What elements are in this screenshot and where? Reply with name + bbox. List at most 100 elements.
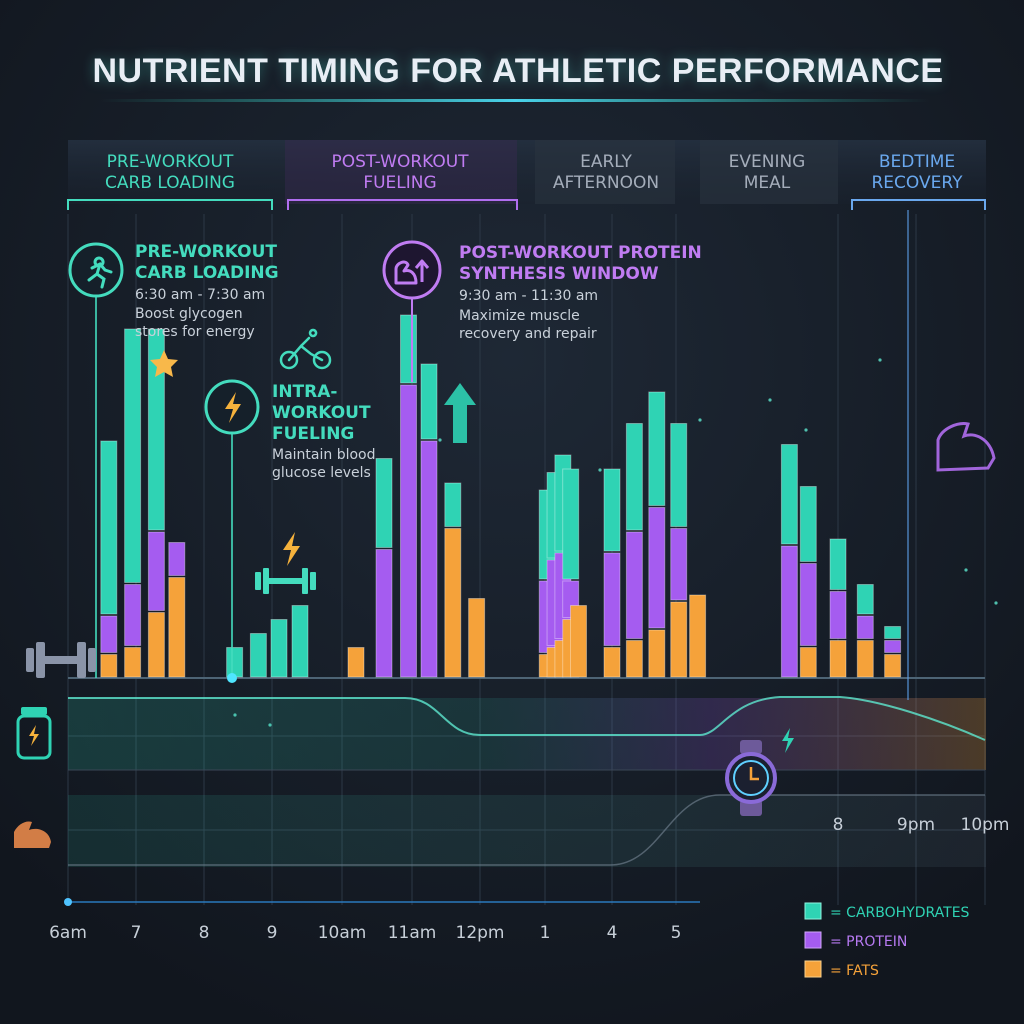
bar-fats-g0-3 bbox=[168, 577, 186, 678]
preworkout-title-1: PRE-WORKOUT bbox=[135, 242, 277, 262]
phase-early-line1: EARLY bbox=[580, 152, 632, 172]
lightning-small-icon bbox=[283, 532, 300, 566]
bar-fats-g4-4 bbox=[689, 594, 707, 678]
bar-fats-g0-1 bbox=[124, 647, 142, 678]
bar-fats-g4-0 bbox=[603, 647, 621, 678]
phase-evening-line2: MEAL bbox=[744, 173, 791, 193]
bar-protein-g2-3 bbox=[420, 440, 438, 678]
bar-carbohydrates-g4-0 bbox=[603, 468, 621, 552]
x-tick-label: 4 bbox=[607, 923, 618, 943]
bar-carbohydrates-g2-2 bbox=[400, 314, 417, 384]
bar-protein-g5-1 bbox=[799, 563, 817, 646]
intra-title-3: FUELING bbox=[272, 424, 354, 444]
bar-carbohydrates-g5-4 bbox=[884, 626, 902, 639]
dumbbell-small-icon bbox=[255, 568, 316, 594]
x-tick-label: 11am bbox=[388, 923, 437, 943]
postworkout-pin bbox=[382, 240, 442, 300]
up-arrow-icon bbox=[444, 383, 476, 443]
supplement-bottle-icon bbox=[16, 707, 52, 760]
x-tick-label: 5 bbox=[671, 923, 682, 943]
phase-preworkout-line2: CARB LOADING bbox=[105, 173, 235, 193]
dumbbell-icon bbox=[26, 642, 96, 678]
phase-evening-meal: EVENING MEAL bbox=[729, 152, 806, 193]
flexed-arm-up-arrow-icon bbox=[394, 259, 430, 285]
x-tick-label: 10am bbox=[318, 923, 367, 943]
phase-headers: PRE-WORKOUT CARB LOADING POST-WORKOUT FU… bbox=[67, 152, 986, 210]
runner-icon bbox=[87, 256, 113, 289]
lane-top-curve bbox=[68, 696, 986, 741]
legend-label-carbs: = CARBOHYDRATES bbox=[830, 905, 970, 921]
chart-title: NUTRIENT TIMING FOR ATHLETIC PERFORMANCE bbox=[92, 52, 943, 90]
bar-fats-g0-2 bbox=[147, 612, 165, 678]
phase-preworkout-line1: PRE-WORKOUT bbox=[107, 152, 234, 172]
phase-postworkout-line1: POST-WORKOUT bbox=[331, 152, 469, 172]
phase-postworkout-bracket bbox=[287, 199, 518, 210]
sparkle-10 bbox=[438, 438, 442, 442]
sparkle-5 bbox=[878, 358, 882, 362]
x-tick-label: 7 bbox=[131, 923, 142, 943]
bar-carbohydrates-g0-2 bbox=[147, 328, 165, 531]
sparkle-4 bbox=[804, 428, 808, 432]
legend-swatch-protein bbox=[804, 931, 822, 949]
phase-bedtime-bracket bbox=[851, 199, 986, 210]
bar-carbohydrates-g5-2 bbox=[829, 538, 847, 590]
phase-bedtime-line1: BEDTIME bbox=[879, 152, 955, 172]
phase-preworkout-bracket bbox=[67, 199, 273, 210]
lightning-watch-icon bbox=[782, 728, 794, 753]
bar-fats-g5-1 bbox=[799, 647, 817, 678]
bar-carbohydrates-g0-0 bbox=[100, 440, 118, 615]
flexed-arm-icon-right bbox=[936, 422, 996, 472]
phase-bg-evening bbox=[700, 140, 838, 204]
postworkout-time: 9:30 am - 11:30 am bbox=[459, 288, 598, 304]
legend-label-protein: = PROTEIN bbox=[830, 934, 907, 950]
x-tick-label: 8 bbox=[199, 923, 210, 943]
bar-protein-g5-0 bbox=[780, 545, 798, 678]
bar-protein-g0-3 bbox=[168, 542, 186, 576]
bar-carbohydrates-g2-4 bbox=[444, 482, 462, 527]
intra-title-1: INTRA- bbox=[272, 382, 337, 402]
postworkout-title-1: POST-WORKOUT PROTEIN bbox=[459, 243, 702, 263]
phase-postworkout: POST-WORKOUT FUELING bbox=[287, 152, 518, 210]
bar-fats-g2-4 bbox=[444, 528, 462, 678]
phase-postworkout-line2: FUELING bbox=[363, 173, 436, 193]
phase-bg-post bbox=[285, 140, 517, 204]
bar-carbohydrates-g2-1 bbox=[375, 458, 393, 548]
bar-carbohydrates-g5-1 bbox=[799, 486, 817, 562]
annotation-postworkout: POST-WORKOUT PROTEIN SYNTHESIS WINDOW 9:… bbox=[382, 240, 702, 443]
timeline-lanes bbox=[68, 696, 986, 867]
phase-bg-early bbox=[535, 140, 675, 204]
lightning-icon bbox=[225, 392, 241, 423]
bar-protein-g2-1 bbox=[375, 549, 393, 678]
legend-swatch-fats bbox=[804, 960, 822, 978]
secondary-tick-10pm: 10pm bbox=[961, 815, 1010, 835]
bar-protein-g2-2 bbox=[400, 384, 417, 678]
bar-protein-g5-4 bbox=[884, 640, 902, 653]
phase-early-afternoon: EARLY AFTERNOON bbox=[553, 152, 659, 193]
bar-protein-g4-0 bbox=[603, 552, 621, 646]
x-tick-label: 9 bbox=[267, 923, 278, 943]
bar-protein-g4-3 bbox=[670, 528, 688, 601]
smartwatch-icon bbox=[725, 740, 777, 816]
bar-fats-g4-2 bbox=[648, 629, 666, 678]
preworkout-time: 6:30 am - 7:30 am bbox=[135, 287, 265, 303]
bar-fats-g5-4 bbox=[884, 654, 902, 678]
intra-anchor-dot bbox=[227, 673, 237, 683]
bar-fats-g2-0 bbox=[347, 647, 365, 678]
phase-bedtime: BEDTIME RECOVERY bbox=[851, 152, 986, 210]
postworkout-title-2: SYNTHESIS WINDOW bbox=[459, 264, 659, 284]
lane-bottom-curve bbox=[68, 794, 985, 866]
postworkout-desc-2: recovery and repair bbox=[459, 326, 597, 342]
bar-carbohydrates-g1-1 bbox=[249, 633, 267, 678]
phase-header-band bbox=[68, 140, 986, 204]
bar-fats-g5-3 bbox=[856, 640, 874, 678]
preworkout-pin bbox=[68, 242, 124, 298]
legend: = CARBOHYDRATES = PROTEIN = FATS bbox=[804, 902, 970, 979]
phase-bedtime-line2: RECOVERY bbox=[872, 173, 964, 193]
bar-carbohydrates-g4-2 bbox=[648, 391, 666, 506]
lane-bottom bbox=[68, 795, 986, 867]
bar-carbohydrates-g1-3 bbox=[291, 605, 309, 678]
secondary-tick-8: 8 bbox=[833, 815, 844, 835]
bar-carbohydrates-g5-0 bbox=[780, 444, 798, 545]
cyclist-icon bbox=[279, 328, 332, 370]
